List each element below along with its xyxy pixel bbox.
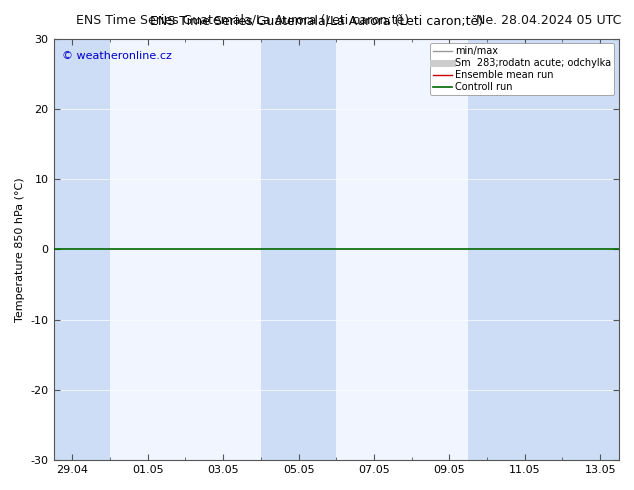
Legend: min/max, Sm  283;rodatn acute; odchylka, Ensemble mean run, Controll run: min/max, Sm 283;rodatn acute; odchylka, … [430, 44, 614, 95]
Y-axis label: Temperature 850 hPa (°C): Temperature 850 hPa (°C) [15, 177, 25, 321]
Text: Ne. 28.04.2024 05 UTC: Ne. 28.04.2024 05 UTC [476, 14, 621, 27]
Bar [53, 39, 110, 460]
Text: ENS Time Series Guatemala/La Aurora (Leti caron;tě): ENS Time Series Guatemala/La Aurora (Let… [76, 14, 409, 27]
Text: ENS Time Series Guatemala/La Aurora (Leti caron;tě): ENS Time Series Guatemala/La Aurora (Let… [150, 15, 484, 28]
Text: © weatheronline.cz: © weatheronline.cz [62, 51, 172, 61]
Bar [261, 39, 336, 460]
Bar [469, 39, 619, 460]
